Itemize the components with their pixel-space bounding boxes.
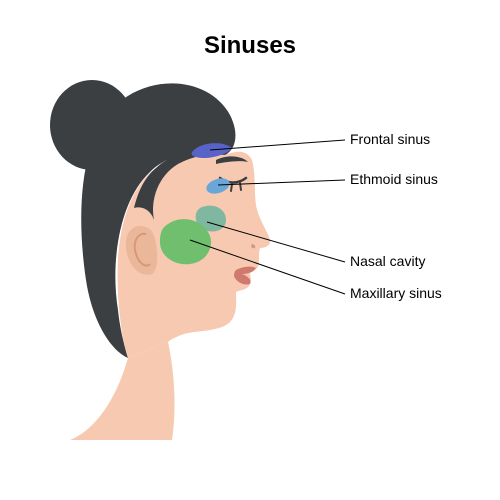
label-nasal-cavity: Nasal cavity [350,253,425,269]
label-ethmoid-sinus: Ethmoid sinus [350,171,438,187]
label-frontal-sinus: Frontal sinus [350,131,430,147]
neck [70,342,175,440]
diagram-canvas [0,0,500,500]
label-maxillary-sinus: Maxillary sinus [350,285,442,301]
eyelash-2 [231,184,232,191]
